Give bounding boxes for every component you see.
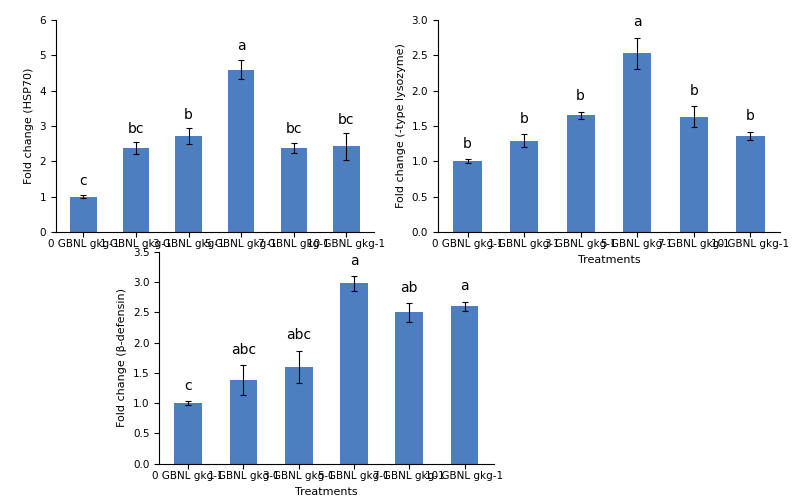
Bar xyxy=(567,115,595,232)
X-axis label: Treatment: Treatment xyxy=(186,255,244,265)
Text: c: c xyxy=(185,379,192,393)
Text: A: A xyxy=(388,280,399,295)
Text: c: c xyxy=(80,174,88,188)
Y-axis label: Fold change (-type lysozyme): Fold change (-type lysozyme) xyxy=(396,43,406,209)
Bar xyxy=(454,161,482,232)
Bar xyxy=(230,380,257,464)
Bar xyxy=(334,147,360,232)
Bar xyxy=(623,53,651,232)
Bar xyxy=(281,148,307,232)
Text: b: b xyxy=(689,84,698,98)
Bar xyxy=(510,141,538,232)
Bar xyxy=(228,70,255,232)
Bar xyxy=(175,136,201,232)
Text: b: b xyxy=(463,137,472,151)
Y-axis label: Fold change (β-defensin): Fold change (β-defensin) xyxy=(117,288,127,427)
Text: b: b xyxy=(520,112,529,126)
Bar xyxy=(285,367,313,464)
X-axis label: Treatments: Treatments xyxy=(295,487,357,497)
Text: bc: bc xyxy=(286,122,302,136)
Text: a: a xyxy=(460,279,469,293)
Text: a: a xyxy=(237,39,245,53)
Text: b: b xyxy=(746,109,755,123)
Bar xyxy=(680,117,708,232)
Bar xyxy=(123,148,149,232)
Text: a: a xyxy=(349,254,358,268)
Text: abc: abc xyxy=(231,343,256,357)
Text: a: a xyxy=(633,15,642,29)
Text: ab: ab xyxy=(400,281,418,295)
Y-axis label: Fold change (HSP70): Fold change (HSP70) xyxy=(24,68,33,184)
Text: bc: bc xyxy=(338,113,355,127)
Bar xyxy=(174,403,202,464)
Text: b: b xyxy=(184,108,193,122)
X-axis label: Treatments: Treatments xyxy=(578,255,640,265)
Text: bc: bc xyxy=(127,121,144,136)
Text: abc: abc xyxy=(287,328,311,342)
Bar xyxy=(70,197,96,232)
Bar xyxy=(396,312,423,464)
Bar xyxy=(451,306,478,464)
Text: b: b xyxy=(576,89,585,103)
Bar xyxy=(736,136,764,232)
Bar xyxy=(340,283,368,464)
